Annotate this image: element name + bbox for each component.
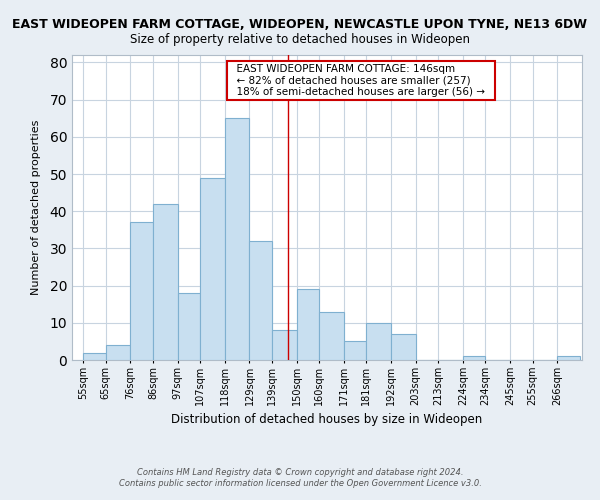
Bar bbox=[272, 330, 296, 360]
Text: Size of property relative to detached houses in Wideopen: Size of property relative to detached ho… bbox=[130, 32, 470, 46]
Bar bbox=[296, 290, 319, 360]
Bar bbox=[557, 356, 580, 360]
Bar bbox=[319, 312, 344, 360]
Bar bbox=[367, 323, 391, 360]
Bar bbox=[83, 352, 106, 360]
Bar bbox=[250, 241, 272, 360]
Bar bbox=[344, 342, 367, 360]
Text: EAST WIDEOPEN FARM COTTAGE: 146sqm
  ← 82% of detached houses are smaller (257)
: EAST WIDEOPEN FARM COTTAGE: 146sqm ← 82%… bbox=[230, 64, 491, 98]
Y-axis label: Number of detached properties: Number of detached properties bbox=[31, 120, 41, 295]
X-axis label: Distribution of detached houses by size in Wideopen: Distribution of detached houses by size … bbox=[172, 414, 482, 426]
Text: Contains HM Land Registry data © Crown copyright and database right 2024.
Contai: Contains HM Land Registry data © Crown c… bbox=[119, 468, 481, 487]
Bar bbox=[178, 293, 200, 360]
Bar bbox=[153, 204, 178, 360]
Bar bbox=[200, 178, 225, 360]
Bar bbox=[391, 334, 416, 360]
Bar bbox=[130, 222, 153, 360]
Bar bbox=[106, 345, 130, 360]
Text: EAST WIDEOPEN FARM COTTAGE, WIDEOPEN, NEWCASTLE UPON TYNE, NE13 6DW: EAST WIDEOPEN FARM COTTAGE, WIDEOPEN, NE… bbox=[13, 18, 587, 30]
Bar bbox=[225, 118, 250, 360]
Bar bbox=[463, 356, 485, 360]
